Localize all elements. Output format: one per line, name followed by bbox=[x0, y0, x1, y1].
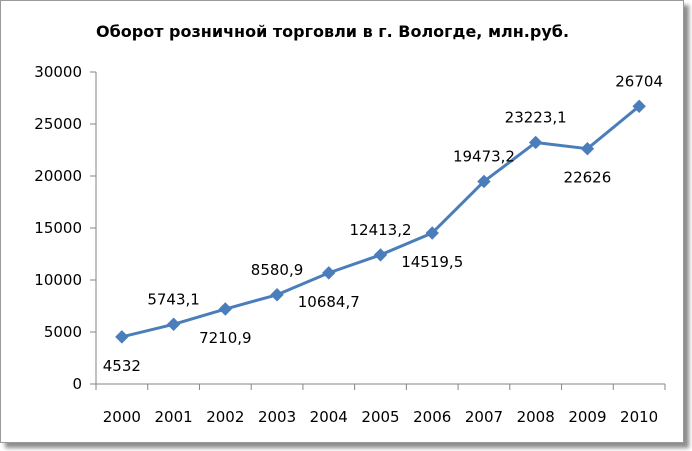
y-tick-label: 10000 bbox=[34, 271, 82, 289]
data-point-marker bbox=[322, 266, 336, 280]
x-tick-label: 2009 bbox=[568, 408, 606, 426]
x-tick-label: 2007 bbox=[465, 408, 503, 426]
data-label: 12413,2 bbox=[349, 221, 411, 239]
x-tick-label: 2002 bbox=[206, 408, 244, 426]
y-tick-label: 5000 bbox=[44, 323, 82, 341]
x-tick-label: 2004 bbox=[310, 408, 348, 426]
data-point-marker bbox=[373, 248, 388, 262]
x-tick-label: 2010 bbox=[620, 408, 658, 426]
x-tick-label: 2001 bbox=[154, 408, 192, 426]
data-point-marker bbox=[115, 330, 129, 344]
data-label: 14519,5 bbox=[401, 253, 463, 271]
data-label: 22626 bbox=[564, 169, 612, 187]
x-tick-label: 2008 bbox=[517, 408, 555, 426]
data-label: 19473,2 bbox=[453, 147, 515, 165]
data-point-marker bbox=[270, 288, 284, 302]
data-label: 10684,7 bbox=[298, 293, 360, 311]
x-tick-label: 2003 bbox=[258, 408, 296, 426]
data-point-marker bbox=[528, 135, 543, 150]
x-tick-label: 2006 bbox=[413, 408, 451, 426]
y-tick-label: 30000 bbox=[34, 63, 82, 81]
y-tick-label: 20000 bbox=[34, 167, 82, 185]
data-label: 8580,9 bbox=[251, 261, 304, 279]
data-point-marker bbox=[580, 141, 595, 156]
data-label: 23223,1 bbox=[505, 108, 567, 126]
y-tick-label: 15000 bbox=[34, 219, 82, 237]
data-label: 5743,1 bbox=[147, 290, 200, 308]
data-label: 26704 bbox=[615, 72, 663, 90]
chart-frame: Оборот розничной торговли в г. Вологде, … bbox=[0, 0, 684, 443]
chart-title: Оборот розничной торговли в г. Вологде, … bbox=[96, 22, 570, 41]
data-label: 4532 bbox=[103, 357, 141, 375]
data-point-marker bbox=[477, 174, 491, 189]
chart-plot: 0 5000 10000 15000 20000 25000 30000 2000 2001 20… bbox=[34, 63, 666, 426]
x-tick-label: 2000 bbox=[103, 408, 141, 426]
data-point-marker bbox=[632, 99, 646, 113]
y-tick-label: 25000 bbox=[34, 115, 82, 133]
y-tick-label: 0 bbox=[72, 375, 82, 393]
data-point-marker bbox=[166, 317, 181, 331]
data-point-marker bbox=[425, 226, 439, 240]
data-label: 7210,9 bbox=[199, 329, 252, 347]
data-point-marker bbox=[218, 302, 233, 316]
x-tick-label: 2005 bbox=[361, 408, 399, 426]
